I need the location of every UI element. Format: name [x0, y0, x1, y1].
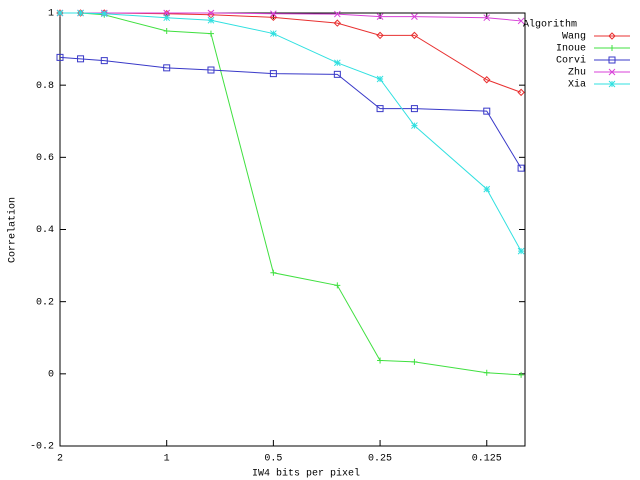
series-line	[59, 56, 522, 169]
point	[163, 64, 171, 72]
point	[56, 9, 64, 17]
point	[410, 31, 419, 40]
y-tick-label: 1	[48, 9, 54, 20]
point	[483, 107, 491, 115]
point	[517, 164, 525, 172]
point	[270, 269, 277, 276]
x-tick-label: 0.5	[264, 454, 282, 465]
point	[270, 30, 277, 37]
point	[411, 13, 418, 20]
series-line	[60, 12, 522, 22]
series-line	[60, 12, 522, 93]
point	[411, 122, 418, 129]
x-axis-label: IW4 bits per pixel	[252, 468, 360, 480]
point	[376, 105, 384, 113]
y-axis-label: Correlation	[7, 197, 19, 263]
legend-marker	[609, 45, 615, 51]
y-tick-label: 0	[48, 369, 54, 380]
legend-marker	[608, 68, 616, 76]
point	[333, 70, 341, 78]
legend-marker	[608, 80, 616, 88]
point	[376, 13, 384, 20]
point	[270, 10, 277, 18]
point	[269, 70, 277, 78]
point	[483, 76, 491, 84]
point	[518, 371, 525, 378]
point	[100, 10, 108, 18]
legend-label: Wang	[562, 32, 586, 43]
point	[483, 14, 491, 22]
legend-label: Zhu	[568, 67, 586, 79]
point	[483, 369, 490, 376]
y-tick-label: 0.8	[36, 81, 54, 92]
point	[163, 28, 170, 35]
point	[100, 57, 108, 65]
y-tick-label: 0.2	[36, 297, 54, 308]
plot-frame	[59, 12, 526, 447]
point	[517, 88, 525, 97]
point	[207, 16, 215, 24]
point	[517, 17, 525, 25]
point	[333, 59, 341, 67]
point	[377, 357, 384, 364]
point	[56, 53, 64, 61]
point	[410, 105, 418, 113]
point	[207, 9, 215, 17]
x-tick-label: 1	[164, 454, 170, 465]
legend-label: Corvi	[556, 55, 586, 67]
point	[333, 19, 342, 27]
x-tick-label: 2	[57, 454, 63, 465]
point	[411, 358, 418, 365]
legend-marker	[608, 56, 616, 64]
legend-marker	[608, 32, 616, 40]
legend-label: Inoue	[556, 44, 586, 55]
y-tick-label: 0.4	[36, 225, 54, 236]
x-tick-label: 0.125	[472, 454, 502, 465]
point	[334, 282, 341, 289]
point	[207, 30, 214, 37]
legend-label: Xia	[568, 79, 586, 91]
point	[376, 31, 384, 40]
point	[483, 185, 491, 193]
series-line	[60, 12, 522, 252]
point	[376, 75, 384, 83]
point	[163, 14, 171, 22]
y-tick-label: 0.6	[36, 153, 54, 164]
point	[77, 55, 85, 63]
y-tick-label: -0.2	[30, 442, 54, 453]
legend-title: Algorithm	[523, 19, 577, 31]
point	[207, 66, 215, 74]
point	[517, 247, 525, 255]
series-line	[60, 12, 522, 376]
x-tick-label: 0.25	[368, 454, 392, 465]
point	[333, 10, 341, 18]
point	[77, 9, 84, 17]
